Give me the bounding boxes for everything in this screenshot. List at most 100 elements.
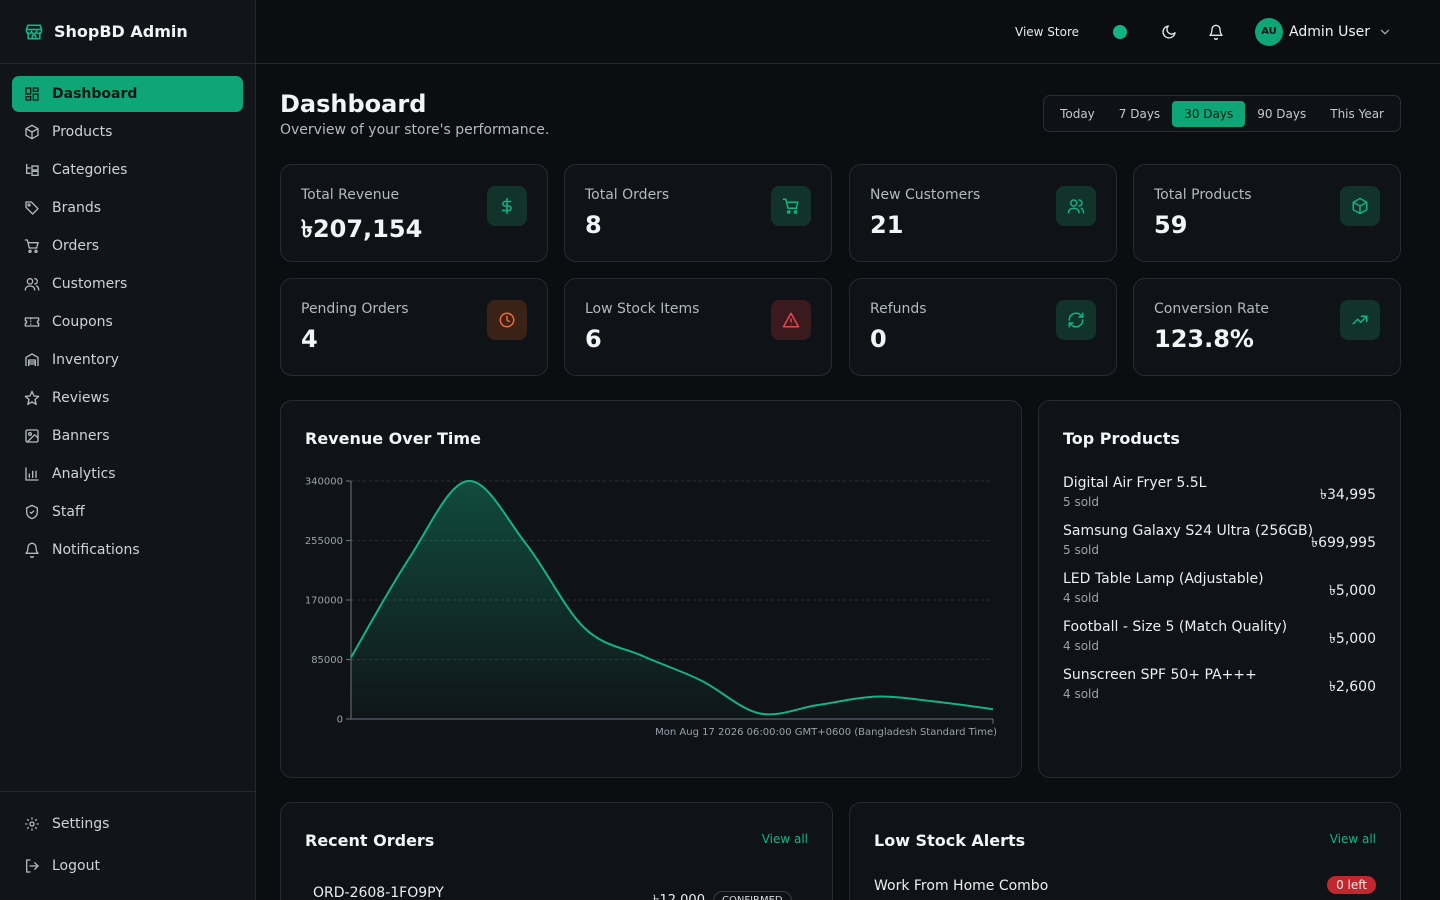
stat-label: Refunds — [870, 301, 927, 317]
sidebar-item-orders[interactable]: Orders — [12, 228, 243, 264]
stat-value: 6 — [585, 325, 602, 353]
product-price: ৳5,000 — [1328, 631, 1376, 647]
list-item[interactable]: LED Table Lamp (Adjustable) 4 sold ৳5,00… — [1063, 571, 1376, 611]
stat-value: 4 — [301, 325, 318, 353]
sidebar-item-label: Staff — [52, 504, 85, 520]
sidebar-item-categories[interactable]: Categories — [12, 152, 243, 188]
view-store-link[interactable]: View Store — [1015, 24, 1080, 39]
sidebar-item-label: Products — [52, 124, 113, 140]
top-products-card: Top Products Digital Air Fryer 5.5L 5 so… — [1038, 400, 1401, 778]
page-title: Dashboard — [280, 90, 427, 118]
list-item[interactable]: Digital Air Fryer 5.5L 5 sold ৳34,995 — [1063, 475, 1376, 515]
card-title: Top Products — [1063, 429, 1180, 448]
revenue-chart-card: Revenue Over Time 0 85000 170000 255000 3400… — [280, 400, 1022, 778]
sidebar-item-label: Categories — [52, 162, 128, 178]
product-sold: 5 sold — [1063, 543, 1099, 557]
stat-label: New Customers — [870, 187, 981, 203]
status-indicator — [1113, 24, 1128, 39]
page-subtitle: Overview of your store's performance. — [280, 122, 550, 138]
range-this-year-button[interactable]: This Year — [1330, 106, 1384, 121]
x-tick-label: Mon Aug 17 2026 06:00:00 GMT+0600 (Bangl… — [655, 727, 997, 738]
low-stock-product[interactable]: Work From Home Combo — [874, 878, 1049, 894]
stat-card-low-stock-items: Low Stock Items 6 — [564, 278, 832, 376]
card-title: Low Stock Alerts — [874, 831, 1026, 850]
brand-name: ShopBD Admin — [54, 22, 188, 41]
range-today-button[interactable]: Today — [1060, 106, 1095, 121]
brand[interactable]: ShopBD Admin — [0, 0, 255, 64]
sidebar-item-staff[interactable]: Staff — [12, 494, 243, 530]
list-item[interactable]: Football - Size 5 (Match Quality) 4 sold… — [1063, 619, 1376, 659]
top-bar: View Store AU Admin User — [256, 0, 1440, 64]
chevron-down-icon — [1378, 25, 1392, 39]
sidebar-item-analytics[interactable]: Analytics — [12, 456, 243, 492]
shield-icon — [24, 504, 40, 520]
star-icon — [24, 390, 40, 406]
product-sold: 4 sold — [1063, 591, 1099, 605]
sidebar: ShopBD Admin Dashboard Products Categori… — [0, 0, 256, 900]
sidebar-item-label: Reviews — [52, 390, 110, 406]
sidebar-item-coupons[interactable]: Coupons — [12, 304, 243, 340]
low-stock-card: Low Stock Alerts View all Work From Home… — [849, 802, 1401, 900]
stat-card-new-customers: New Customers 21 — [849, 164, 1117, 262]
y-tick-label: 255000 — [305, 536, 343, 547]
sidebar-item-inventory[interactable]: Inventory — [12, 342, 243, 378]
product-price: ৳5,000 — [1328, 583, 1376, 599]
sidebar-item-brands[interactable]: Brands — [12, 190, 243, 226]
sidebar-item-products[interactable]: Products — [12, 114, 243, 150]
product-name: Sunscreen SPF 50+ PA+++ — [1063, 667, 1257, 683]
view-all-stock-link[interactable]: View all — [1329, 832, 1376, 846]
sidebar-item-label: Analytics — [52, 466, 116, 482]
moon-icon[interactable] — [1161, 24, 1177, 40]
bell-icon — [24, 542, 40, 558]
stat-card-pending-orders: Pending Orders 4 — [280, 278, 548, 376]
sidebar-item-logout[interactable]: Logout — [12, 846, 243, 886]
ticket-icon — [24, 314, 40, 330]
revenue-chart: 0 85000 170000 255000 340000 Mon Aug 17 2026 … — [305, 477, 997, 739]
avatar: AU — [1255, 17, 1284, 46]
cart-icon — [771, 186, 811, 226]
dashboard-icon — [24, 86, 40, 102]
product-name: LED Table Lamp (Adjustable) — [1063, 571, 1264, 587]
stat-label: Conversion Rate — [1154, 301, 1270, 317]
view-all-orders-link[interactable]: View all — [761, 832, 808, 846]
sidebar-item-customers[interactable]: Customers — [12, 266, 243, 302]
range-7-days-button[interactable]: 7 Days — [1118, 106, 1161, 121]
card-title: Recent Orders — [305, 831, 435, 850]
range-90-days-button[interactable]: 90 Days — [1257, 106, 1307, 121]
list-item[interactable]: Sunscreen SPF 50+ PA+++ 4 sold ৳2,600 — [1063, 667, 1376, 707]
user-name: Admin User — [1289, 23, 1370, 40]
stat-label: Total Orders — [585, 187, 670, 203]
users-icon — [24, 276, 40, 292]
sidebar-item-label: Dashboard — [52, 86, 138, 102]
logout-icon — [24, 858, 40, 874]
status-badge: CONFIRMED — [713, 891, 792, 900]
sidebar-item-reviews[interactable]: Reviews — [12, 380, 243, 416]
stat-value: 123.8% — [1154, 325, 1254, 353]
sidebar-item-settings[interactable]: Settings — [12, 804, 243, 844]
store-icon — [24, 22, 44, 42]
product-sold: 4 sold — [1063, 639, 1099, 653]
sidebar-item-label: Notifications — [52, 542, 140, 558]
stock-badge: 0 left — [1327, 876, 1376, 894]
stat-card-conversion-rate: Conversion Rate 123.8% — [1133, 278, 1401, 376]
y-tick-label: 0 — [337, 715, 343, 726]
bell-icon[interactable] — [1208, 24, 1224, 40]
date-range-selector: Today 7 Days 30 Days 90 Days This Year — [1043, 95, 1401, 132]
sidebar-item-notifications[interactable]: Notifications — [12, 532, 243, 568]
order-id[interactable]: ORD-2608-1FO9PY — [313, 885, 444, 900]
y-tick-label: 170000 — [305, 596, 343, 607]
stat-value: ৳207,154 — [301, 215, 423, 243]
stat-card-total-revenue: Total Revenue ৳207,154 — [280, 164, 548, 262]
stat-value: 59 — [1154, 211, 1188, 239]
trending-up-icon — [1340, 300, 1380, 340]
stat-label: Total Revenue — [301, 187, 400, 203]
stat-label: Low Stock Items — [585, 301, 700, 317]
product-sold: 5 sold — [1063, 495, 1099, 509]
list-item[interactable]: Samsung Galaxy S24 Ultra (256GB) 5 sold … — [1063, 523, 1376, 563]
sidebar-nav: Dashboard Products Categories Brands Ord… — [0, 64, 255, 582]
user-menu[interactable]: AU Admin User — [1255, 17, 1392, 46]
sidebar-item-banners[interactable]: Banners — [12, 418, 243, 454]
y-tick-label: 340000 — [305, 477, 343, 488]
sidebar-item-dashboard[interactable]: Dashboard — [12, 76, 243, 112]
range-30-days-button[interactable]: 30 Days — [1172, 100, 1246, 127]
